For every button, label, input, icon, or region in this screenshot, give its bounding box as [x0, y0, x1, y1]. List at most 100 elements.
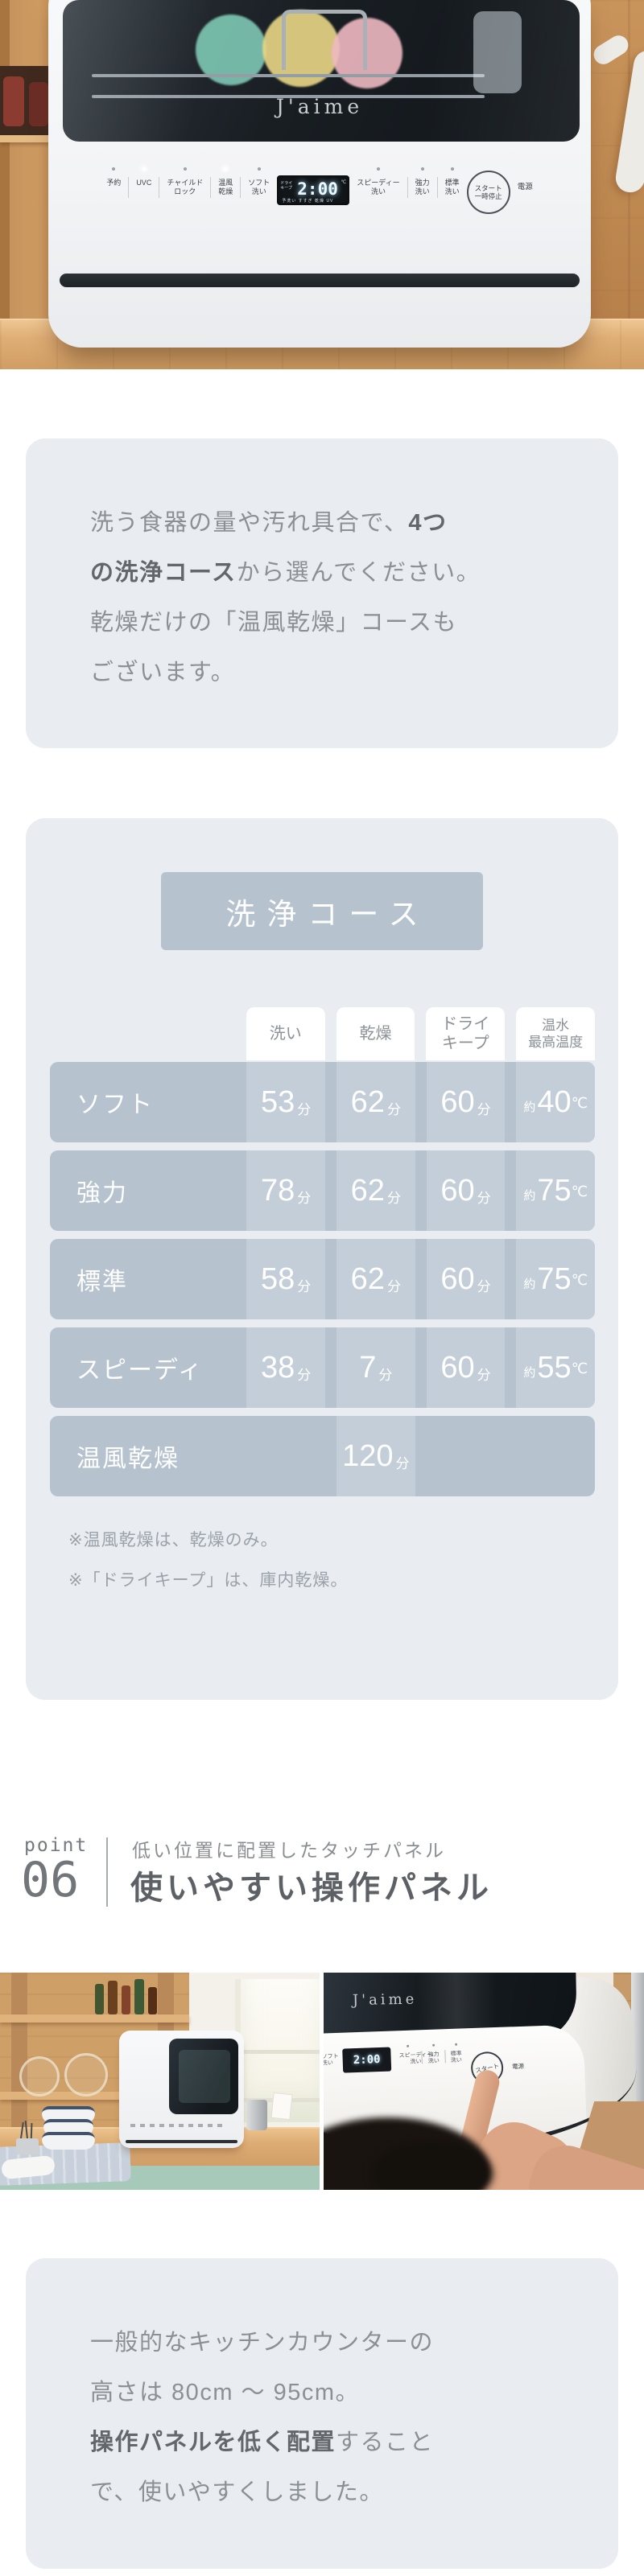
- photo-pair: J'aime ソフト 洗い 2:00 スピーディー 洗い 強力 洗い 標準 洗い…: [0, 1973, 644, 2190]
- dishwasher-window: [169, 2039, 238, 2114]
- uvc-button: UVC: [136, 166, 151, 187]
- control-row: [130, 2124, 227, 2127]
- point-number: 06: [21, 1852, 80, 1908]
- teal-plate: [196, 14, 266, 85]
- indicator-dot: [455, 2043, 458, 2046]
- touch-panel-photo: J'aime ソフト 洗い 2:00 スピーディー 洗い 強力 洗い 標準 洗い…: [324, 1973, 644, 2190]
- note-line: ※温風乾燥は、乾燥のみ。: [68, 1531, 279, 1549]
- table-notes: ※温風乾燥は、乾燥のみ。 ※「ドライキープ」は、庫内乾燥。: [68, 1520, 595, 1601]
- intro-text: 洗う食器の量や汚れ具合で、4つ の洗浄コースから選んでください。 乾燥だけの「温…: [26, 438, 618, 697]
- shelf-board: [0, 2092, 189, 2100]
- lcd-display: ドライ キープ 2:00 ℃ 予洗い すすぎ 乾燥 UV: [277, 175, 350, 205]
- jar: [29, 82, 48, 126]
- standard-wash-label: 標準 洗い: [450, 2051, 462, 2064]
- intro-card: 洗う食器の量や汚れ具合で、4つ の洗浄コースから選んでください。 乾燥だけの「温…: [26, 438, 618, 748]
- kitchen-counter-photo: [0, 1973, 320, 2190]
- window-frame-bar: [241, 2050, 320, 2054]
- soft-wash-label: ソフト 洗い: [324, 2053, 339, 2067]
- base-vent-slot: [60, 274, 580, 287]
- indicator-dot: [432, 2043, 436, 2047]
- display-time: 2:00: [297, 179, 338, 199]
- indicator-dot: [376, 167, 380, 171]
- counter-line: 一般的なキッチンカウンターの: [90, 2330, 435, 2356]
- brand-logo: J'aime: [275, 95, 364, 118]
- dishwasher: J'aime 予約 UVC チャイルド ロック: [48, 0, 591, 348]
- strong-wash-label: 強力 洗い: [427, 2051, 440, 2064]
- lcd-display: 2:00: [342, 2047, 392, 2073]
- glass-jar: [19, 2056, 60, 2097]
- indicator-dot-lit: [142, 167, 146, 171]
- course-table-card: 洗浄コース 洗い 乾燥 ドライ キープ 温水 最高温度 ソフト 53 分 62 分 …: [26, 818, 618, 1700]
- counter-line: 高さは 80cm 〜 95cm。: [90, 2380, 360, 2405]
- table-row: 標準 58 分 62 分 60 分 約 75 ℃: [50, 1239, 595, 1319]
- table-row: 強力 78 分 62 分 60 分 約 75 ℃: [50, 1150, 595, 1231]
- bottle: [134, 1979, 144, 2014]
- glass-reflection: [63, 0, 580, 142]
- bottle: [122, 1985, 130, 2014]
- intro-line: 洗う食器の量や汚れ具合で、4つ: [90, 510, 448, 536]
- indicator-dot: [450, 167, 454, 171]
- glass-jar: [64, 2053, 108, 2097]
- power-label: 電源: [517, 183, 533, 191]
- hair-silhouette: [372, 2142, 493, 2190]
- counter-text: 一般的なキッチンカウンターの 高さは 80cm 〜 95cm。 操作パネルを低く…: [26, 2258, 618, 2517]
- indicator-dot-lit: [224, 167, 228, 171]
- table-header-row: 洗い 乾燥 ドライ キープ 温水 最高温度: [50, 1007, 595, 1060]
- dishwasher-small: [119, 2031, 244, 2148]
- bottle: [95, 1984, 104, 2014]
- intro-line: 乾燥だけの「温風乾燥」コースも: [90, 610, 458, 636]
- panel-divider: [128, 177, 130, 198]
- base-trim: [126, 2140, 237, 2143]
- note-line: ※「ドライキープ」は、庫内乾燥。: [68, 1571, 349, 1590]
- speedy-wash-button: スピーディー 洗い: [357, 166, 400, 196]
- table-title: 洗浄コース: [161, 872, 483, 950]
- column-header-max-temp: 温水 最高温度: [516, 1007, 595, 1060]
- panel-divider: [436, 177, 438, 198]
- intro-line: ございます。: [90, 660, 236, 685]
- counter-line: で、使いやすくしました。: [90, 2479, 384, 2505]
- dishwasher-window: [63, 0, 580, 142]
- shelf-board: [0, 2014, 189, 2023]
- start-pause-button: スタート 一時停止: [466, 171, 510, 214]
- rack-bar: [92, 74, 485, 77]
- column-header-wash: 洗い: [246, 1007, 325, 1060]
- indicator-dot: [257, 167, 261, 171]
- bottle: [108, 1981, 118, 2014]
- control-panel: 予約 UVC チャイルド ロック 温風 乾燥: [48, 166, 591, 214]
- table-row: 温風乾燥 120 分: [50, 1416, 595, 1496]
- indicator-dot: [112, 167, 116, 171]
- indicator-dot: [407, 2044, 410, 2047]
- panel-divider: [210, 177, 212, 198]
- point-subtitle: 低い位置に配置したタッチパネル: [132, 1840, 446, 1861]
- bottle: [148, 1987, 157, 2014]
- jar: [3, 76, 24, 126]
- hero-photo: J'aime 予約 UVC チャイルド ロック: [0, 0, 644, 369]
- shelf-board: [0, 135, 64, 142]
- reserve-button: 予約: [106, 166, 121, 187]
- point-divider: [106, 1837, 108, 1907]
- standard-wash-button: 標準 洗い: [445, 166, 460, 196]
- strong-wash-button: 強力 洗い: [415, 166, 430, 196]
- shelf-edge: [0, 0, 10, 322]
- column-header-drykeep: ドライ キープ: [426, 1007, 506, 1060]
- bowl: [42, 2132, 95, 2150]
- point-eyebrow: point: [24, 1835, 89, 1856]
- indicator-dot: [420, 167, 424, 171]
- hot-air-dry-button: 温風 乾燥: [218, 166, 233, 196]
- glass-bottle: [473, 11, 522, 93]
- rack-bar: [92, 95, 485, 98]
- point-title: 使いやすい操作パネル: [130, 1870, 493, 1906]
- soft-wash-button: ソフト 洗い: [248, 166, 270, 196]
- table-row: ソフト 53 分 62 分 60 分 約 40 ℃: [50, 1062, 595, 1142]
- child-lock-button: チャイルド ロック: [167, 166, 203, 196]
- header-spacer: [50, 1007, 235, 1060]
- intro-line: の洗浄コースから選んでください。: [90, 560, 481, 586]
- rack-handle: [282, 10, 367, 70]
- counter-card: 一般的なキッチンカウンターの 高さは 80cm 〜 95cm。 操作パネルを低く…: [26, 2258, 618, 2569]
- paper-card: [270, 2092, 293, 2121]
- panel-divider: [240, 177, 242, 198]
- panel-divider: [407, 177, 408, 198]
